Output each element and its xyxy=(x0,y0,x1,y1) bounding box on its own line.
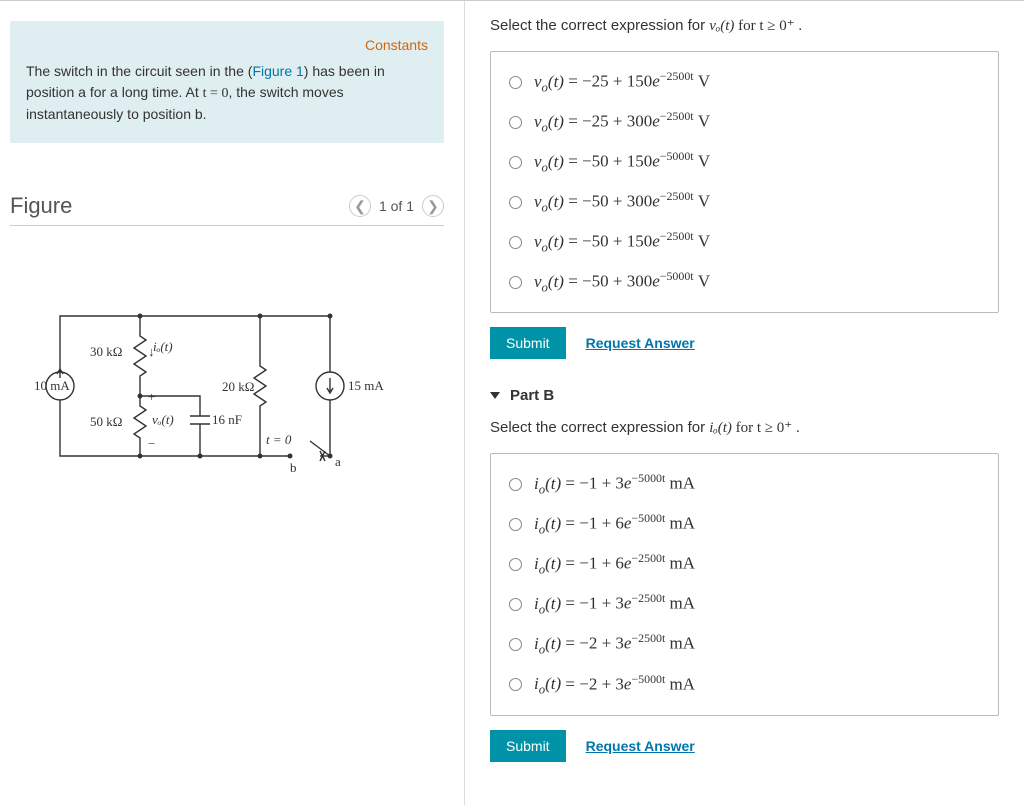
option-row[interactable]: vo(t) = −50 + 150e−5000t V xyxy=(505,142,984,182)
option-expression: vo(t) = −25 + 150e−2500t V xyxy=(534,69,710,95)
radio-icon[interactable] xyxy=(509,598,522,611)
option-row[interactable]: vo(t) = −50 + 300e−5000t V xyxy=(505,262,984,302)
option-expression: io(t) = −1 + 6e−5000t mA xyxy=(534,511,695,537)
option-expression: io(t) = −1 + 6e−2500t mA xyxy=(534,551,695,577)
label-r30: 30 kΩ xyxy=(90,344,122,359)
option-expression: vo(t) = −50 + 150e−2500t V xyxy=(534,229,710,255)
radio-icon[interactable] xyxy=(509,276,522,289)
option-expression: vo(t) = −50 + 150e−5000t V xyxy=(534,149,710,175)
option-expression: vo(t) = −25 + 300e−2500t V xyxy=(534,109,710,135)
figure-link[interactable]: Figure 1 xyxy=(252,63,303,79)
radio-icon[interactable] xyxy=(509,76,522,89)
circuit-diagram: 10 mA 30 kΩ ↓ iₒ(t) 50 kΩ + vₒ(t) − 20 k… xyxy=(30,266,410,486)
option-row[interactable]: io(t) = −1 + 6e−5000t mA xyxy=(505,504,984,544)
figure-prev-button[interactable]: ❮ xyxy=(349,195,371,217)
option-row[interactable]: io(t) = −2 + 3e−5000t mA xyxy=(505,665,984,705)
option-row[interactable]: io(t) = −1 + 3e−2500t mA xyxy=(505,584,984,624)
option-row[interactable]: io(t) = −1 + 6e−2500t mA xyxy=(505,544,984,584)
radio-icon[interactable] xyxy=(509,518,522,531)
constants-link[interactable]: Constants xyxy=(365,35,428,56)
caret-down-icon xyxy=(490,392,500,399)
option-row[interactable]: vo(t) = −50 + 300e−2500t V xyxy=(505,182,984,222)
option-expression: io(t) = −1 + 3e−5000t mA xyxy=(534,471,695,497)
partB-request-answer-link[interactable]: Request Answer xyxy=(586,738,695,754)
info-text-1: The switch in the circuit seen in the ( xyxy=(26,63,252,79)
option-row[interactable]: vo(t) = −25 + 300e−2500t V xyxy=(505,102,984,142)
radio-icon[interactable] xyxy=(509,116,522,129)
option-row[interactable]: io(t) = −1 + 3e−5000t mA xyxy=(505,464,984,504)
radio-icon[interactable] xyxy=(509,678,522,691)
partA-request-answer-link[interactable]: Request Answer xyxy=(586,335,695,351)
partB-submit-button[interactable]: Submit xyxy=(490,730,566,762)
label-sw-b: b xyxy=(290,460,297,475)
partB-header[interactable]: Part B xyxy=(490,387,999,404)
partA-prompt: Select the correct expression for vₒ(t) … xyxy=(490,16,999,35)
option-expression: io(t) = −2 + 3e−5000t mA xyxy=(534,672,695,698)
radio-icon[interactable] xyxy=(509,236,522,249)
radio-icon[interactable] xyxy=(509,638,522,651)
figure-next-button[interactable]: ❯ xyxy=(422,195,444,217)
label-cap: 16 nF xyxy=(212,412,242,427)
label-t0: t = 0 xyxy=(266,432,292,447)
radio-icon[interactable] xyxy=(509,558,522,571)
partA-options: vo(t) = −25 + 150e−2500t V vo(t) = −25 + … xyxy=(490,51,999,313)
radio-icon[interactable] xyxy=(509,196,522,209)
radio-icon[interactable] xyxy=(509,156,522,169)
option-expression: vo(t) = −50 + 300e−5000t V xyxy=(534,269,710,295)
info-eq: t = 0 xyxy=(203,86,229,101)
label-src-right: 15 mA xyxy=(348,378,384,393)
partA-submit-button[interactable]: Submit xyxy=(490,327,566,359)
problem-statement: Constants The switch in the circuit seen… xyxy=(10,21,444,143)
label-sw-a: a xyxy=(335,454,341,469)
label-src-left: 10 mA xyxy=(34,378,70,393)
option-expression: io(t) = −1 + 3e−2500t mA xyxy=(534,591,695,617)
label-minus: − xyxy=(148,436,155,451)
label-io-text: iₒ(t) xyxy=(153,339,173,354)
radio-icon[interactable] xyxy=(509,478,522,491)
label-r50: 50 kΩ xyxy=(90,414,122,429)
label-r20: 20 kΩ xyxy=(222,379,254,394)
figure-pager-text: 1 of 1 xyxy=(379,198,414,214)
figure-title: Figure xyxy=(10,193,72,219)
partB-title: Part B xyxy=(510,387,554,404)
partB-options: io(t) = −1 + 3e−5000t mA io(t) = −1 + 6e−… xyxy=(490,453,999,715)
label-vo: vₒ(t) xyxy=(152,412,174,427)
option-row[interactable]: io(t) = −2 + 3e−2500t mA xyxy=(505,624,984,664)
option-row[interactable]: vo(t) = −50 + 150e−2500t V xyxy=(505,222,984,262)
option-expression: vo(t) = −50 + 300e−2500t V xyxy=(534,189,710,215)
partB-prompt: Select the correct expression for iₒ(t) … xyxy=(490,418,999,437)
option-expression: io(t) = −2 + 3e−2500t mA xyxy=(534,631,695,657)
option-row[interactable]: vo(t) = −25 + 150e−2500t V xyxy=(505,62,984,102)
